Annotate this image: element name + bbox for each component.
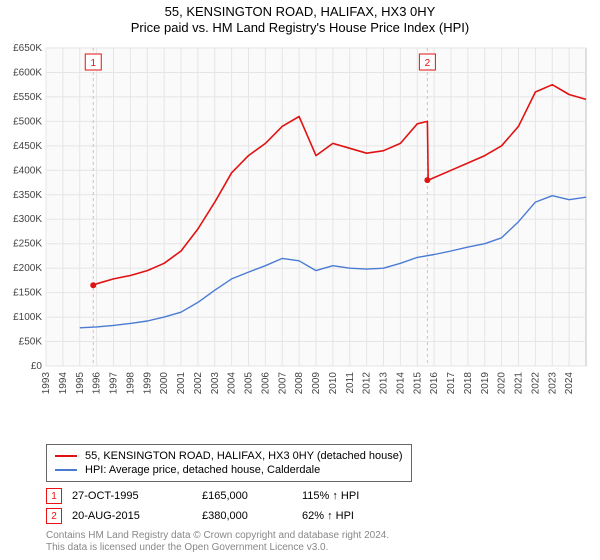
svg-text:2023: 2023: [547, 372, 558, 395]
footer-line1: Contains HM Land Registry data © Crown c…: [46, 530, 389, 542]
svg-text:£200K: £200K: [13, 263, 42, 274]
title-address: 55, KENSINGTON ROAD, HALIFAX, HX3 0HY: [0, 4, 600, 20]
legend-swatch: [55, 455, 77, 457]
svg-text:2005: 2005: [244, 372, 255, 395]
marker-price: £380,000: [202, 510, 292, 522]
svg-text:2014: 2014: [395, 372, 406, 395]
svg-text:2: 2: [425, 58, 431, 69]
svg-text:1995: 1995: [75, 372, 86, 395]
svg-text:2017: 2017: [446, 372, 457, 395]
svg-text:1994: 1994: [58, 372, 69, 395]
svg-text:£50K: £50K: [19, 337, 43, 348]
chart-svg: £0£50K£100K£150K£200K£250K£300K£350K£400…: [46, 42, 590, 422]
svg-text:1999: 1999: [142, 372, 153, 395]
svg-text:£400K: £400K: [13, 165, 42, 176]
marker-price: £165,000: [202, 490, 292, 502]
svg-text:1996: 1996: [92, 372, 103, 395]
svg-text:£100K: £100K: [13, 312, 42, 323]
svg-text:2006: 2006: [260, 372, 271, 395]
svg-text:2021: 2021: [514, 372, 525, 395]
svg-text:2001: 2001: [176, 372, 187, 395]
marker-id-box: 2: [46, 508, 62, 524]
svg-text:£250K: £250K: [13, 239, 42, 250]
svg-text:2008: 2008: [294, 372, 305, 395]
svg-text:2012: 2012: [362, 372, 373, 395]
svg-text:2024: 2024: [564, 372, 575, 395]
marker-date: 27-OCT-1995: [72, 490, 192, 502]
legend-row: HPI: Average price, detached house, Cald…: [55, 463, 403, 477]
svg-text:2010: 2010: [328, 372, 339, 395]
legend: 55, KENSINGTON ROAD, HALIFAX, HX3 0HY (d…: [46, 444, 412, 482]
marker-table: 1 27-OCT-1995 £165,000 115% ↑ HPI 2 20-A…: [46, 486, 412, 526]
svg-text:£150K: £150K: [13, 288, 42, 299]
svg-text:2015: 2015: [412, 372, 423, 395]
svg-text:1998: 1998: [125, 372, 136, 395]
svg-text:£350K: £350K: [13, 190, 42, 201]
marker-table-row: 1 27-OCT-1995 £165,000 115% ↑ HPI: [46, 486, 412, 506]
svg-text:2019: 2019: [480, 372, 491, 395]
svg-text:1993: 1993: [41, 372, 52, 395]
svg-text:2004: 2004: [227, 372, 238, 395]
title-subtitle: Price paid vs. HM Land Registry's House …: [0, 20, 600, 36]
svg-text:2022: 2022: [530, 372, 541, 395]
svg-text:£300K: £300K: [13, 214, 42, 225]
footer-line2: This data is licensed under the Open Gov…: [46, 542, 389, 554]
svg-text:2018: 2018: [463, 372, 474, 395]
marker-date: 20-AUG-2015: [72, 510, 192, 522]
chart-area: £0£50K£100K£150K£200K£250K£300K£350K£400…: [46, 42, 590, 422]
svg-text:2020: 2020: [497, 372, 508, 395]
marker-hpi: 62% ↑ HPI: [302, 510, 412, 522]
svg-text:2009: 2009: [311, 372, 322, 395]
legend-label: HPI: Average price, detached house, Cald…: [85, 463, 320, 477]
legend-swatch: [55, 469, 77, 471]
svg-text:2000: 2000: [159, 372, 170, 395]
marker-hpi: 115% ↑ HPI: [302, 490, 412, 502]
chart-container: 55, KENSINGTON ROAD, HALIFAX, HX3 0HY Pr…: [0, 0, 600, 560]
svg-text:2007: 2007: [277, 372, 288, 395]
svg-text:£650K: £650K: [13, 43, 42, 54]
svg-text:2003: 2003: [210, 372, 221, 395]
svg-text:£500K: £500K: [13, 116, 42, 127]
title-block: 55, KENSINGTON ROAD, HALIFAX, HX3 0HY Pr…: [0, 0, 600, 36]
legend-row: 55, KENSINGTON ROAD, HALIFAX, HX3 0HY (d…: [55, 449, 403, 463]
svg-text:2013: 2013: [379, 372, 390, 395]
marker-id-box: 1: [46, 488, 62, 504]
svg-text:1997: 1997: [109, 372, 120, 395]
svg-text:2011: 2011: [345, 372, 356, 394]
svg-text:£600K: £600K: [13, 67, 42, 78]
legend-label: 55, KENSINGTON ROAD, HALIFAX, HX3 0HY (d…: [85, 449, 403, 463]
svg-text:£550K: £550K: [13, 92, 42, 103]
svg-text:2002: 2002: [193, 372, 204, 395]
svg-text:£450K: £450K: [13, 141, 42, 152]
svg-text:2016: 2016: [429, 372, 440, 395]
svg-text:£0: £0: [31, 361, 43, 372]
footer: Contains HM Land Registry data © Crown c…: [46, 530, 389, 554]
svg-text:1: 1: [90, 58, 96, 69]
marker-table-row: 2 20-AUG-2015 £380,000 62% ↑ HPI: [46, 506, 412, 526]
